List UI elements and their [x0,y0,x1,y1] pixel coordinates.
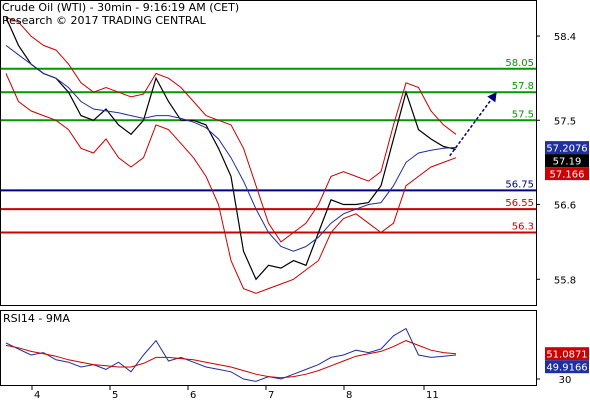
chart-source: Research © 2017 TRADING CENTRAL [2,14,206,27]
x-tick-label-5: 11 [426,390,439,400]
x-tick-label-1: 5 [112,390,118,400]
x-tick-label-4: 8 [346,390,352,400]
rsi-tag-label-0: 51.0871 [546,350,587,361]
price-line [5,17,457,281]
rsi-y-tick-label-0: 30 [559,375,572,386]
rsi-label: RSI14 - 9MA [3,312,70,325]
y-tick-label-0: 55.8 [554,275,576,286]
main-levels: 58.05 57.8 57.5 56.75 56.55 56.3 [1,58,536,234]
main-panel-frame [0,0,537,306]
level-label-2: 57.5 [512,109,534,120]
level-label-3: 56.75 [505,179,534,190]
y-tick-label-2: 57.5 [554,116,576,127]
level-label-1: 57.8 [512,81,534,92]
price-tag-label-0: 57.2076 [546,144,587,155]
price-tag-label-2: 57.166 [550,170,585,181]
y-tick-label-1: 56.6 [554,200,576,211]
y-tick-label-3: 58.4 [554,32,576,43]
rsi-ma-line [5,340,457,379]
arrow-head [487,92,497,103]
main-series [5,16,457,294]
level-label-5: 56.3 [512,222,534,233]
price-tag-bg-0 [545,141,589,155]
rsi-line [5,327,457,382]
price-tag-label-1: 57.19 [553,157,582,168]
x-tick-label-2: 6 [190,390,196,400]
rsi-panel-frame [0,310,537,386]
main-price-tags: 57.2076 57.19 57.166 [545,141,589,181]
lower-band-line [5,73,457,294]
x-axis: 4 5 6 7 8 11 [31,385,439,401]
rsi-series [5,327,457,382]
rsi-y-axis: 30 [536,375,571,386]
level-label-0: 58.05 [505,58,534,69]
arrow-shaft [449,91,498,157]
forecast-arrow [449,91,498,157]
x-tick-label-3: 7 [268,390,274,400]
chart-title: Crude Oil (WTI) - 30min - 9:16:19 AM (CE… [2,1,240,14]
rsi-tag-bg-1 [545,360,589,374]
main-y-axis: 55.8 56.6 57.5 58.4 [536,32,576,286]
rsi-tag-bg-0 [545,347,589,361]
rsi-tag-label-1: 49.9166 [546,363,587,374]
level-label-4: 56.55 [505,198,534,209]
moving-average-line [5,45,457,252]
price-tag-bg-2 [545,167,589,181]
x-tick-label-0: 4 [34,390,40,400]
price-tag-bg-1 [545,154,589,168]
rsi-price-tags: 51.0871 49.9166 [545,347,589,374]
upper-band-line [5,16,457,243]
